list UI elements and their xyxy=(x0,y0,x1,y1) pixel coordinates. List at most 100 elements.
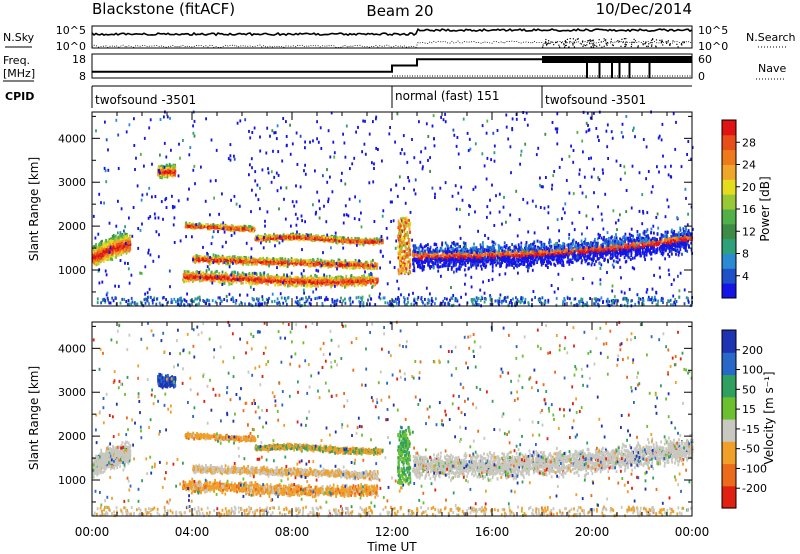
heatmap-cell xyxy=(174,171,176,175)
heatmap-cell xyxy=(349,240,352,244)
heatmap-cell xyxy=(237,276,240,280)
heatmap-cell xyxy=(158,165,160,169)
heatmap-cell xyxy=(221,276,224,280)
heatmap-cell xyxy=(120,240,122,244)
heatmap-cell xyxy=(308,280,311,283)
heatmap-cell xyxy=(263,262,266,265)
heatmap-cell xyxy=(294,284,296,288)
heatmap-cell xyxy=(256,280,259,284)
heatmap-cell xyxy=(104,250,106,254)
heatmap-cell xyxy=(270,277,272,280)
heatmap-cell xyxy=(116,240,119,244)
heatmap-cell xyxy=(311,263,313,267)
noise-search-point xyxy=(547,43,549,45)
noise-search-point xyxy=(637,46,639,48)
heatmap-cell xyxy=(223,279,226,283)
heatmap-cell xyxy=(212,225,215,229)
heatmap-cell xyxy=(292,279,294,283)
heatmap-cell xyxy=(328,274,331,278)
heatmap-cell xyxy=(310,276,313,280)
heatmap-cell xyxy=(104,241,107,245)
heatmap-cell xyxy=(511,243,513,246)
noise-search-point xyxy=(604,39,606,41)
noise-search-point xyxy=(667,40,669,42)
heatmap-cell xyxy=(293,278,296,282)
noise-right-tick-bottom: 10^0 xyxy=(698,40,728,53)
heatmap-cell xyxy=(296,276,298,280)
nave-label: Nave xyxy=(758,62,786,75)
heatmap-cell xyxy=(636,230,639,233)
heatmap-cell xyxy=(271,275,274,279)
heatmap-cell xyxy=(260,262,263,266)
date-title: 10/Dec/2014 xyxy=(596,0,692,18)
heatmap-cell xyxy=(327,265,330,269)
heatmap-cell xyxy=(306,279,309,283)
beam-title: Beam 20 xyxy=(366,2,433,20)
heatmap-cell xyxy=(224,271,227,275)
heatmap-cell xyxy=(120,236,123,240)
heatmap-cell xyxy=(192,271,195,275)
heatmap-cell xyxy=(196,277,199,281)
heatmap-cell xyxy=(104,243,107,247)
heatmap-cell xyxy=(289,275,291,279)
heatmap-cell xyxy=(369,281,372,285)
heatmap-cell xyxy=(344,282,347,286)
heatmap-cell xyxy=(127,249,129,253)
heatmap-cell xyxy=(114,237,117,241)
heatmap-cell xyxy=(240,226,242,230)
heatmap-cell xyxy=(354,241,357,245)
heatmap-cell xyxy=(240,275,243,279)
noise-right-label: N.Search xyxy=(746,31,796,44)
heatmap-cell xyxy=(251,258,253,262)
heatmap-cell xyxy=(198,277,201,281)
heatmap-cell xyxy=(342,240,345,244)
heatmap-cell xyxy=(105,258,107,262)
heatmap-cell xyxy=(359,239,362,243)
heatmap-cell xyxy=(97,247,100,251)
noise-search-point xyxy=(625,41,627,43)
heatmap-cell xyxy=(304,237,307,241)
heatmap-cell xyxy=(356,283,359,287)
noise-search-point xyxy=(605,42,607,45)
power-scatter xyxy=(92,110,694,308)
heatmap-cell xyxy=(337,281,340,285)
noise-search-point xyxy=(592,44,594,46)
heatmap-cell xyxy=(167,168,169,172)
heatmap-cell xyxy=(246,274,249,278)
heatmap-cell xyxy=(364,240,366,244)
heatmap-cell xyxy=(160,166,162,170)
heatmap-cell xyxy=(111,251,114,255)
heatmap-cell xyxy=(216,259,219,263)
heatmap-cell xyxy=(297,238,300,242)
heatmap-cell xyxy=(333,279,335,283)
heatmap-cell xyxy=(226,273,229,277)
heatmap-cell xyxy=(332,283,335,287)
heatmap-cell xyxy=(355,279,357,283)
heatmap-cell xyxy=(310,284,313,288)
heatmap-cell xyxy=(100,252,103,256)
heatmap-cell xyxy=(210,271,213,275)
noise-search-point xyxy=(587,40,589,42)
noise-search-point xyxy=(569,41,571,43)
noise-search-point xyxy=(545,41,547,43)
heatmap-cell xyxy=(172,169,175,172)
heatmap-cell xyxy=(172,163,175,167)
noise-search-point xyxy=(622,41,624,44)
heatmap-cell xyxy=(309,284,312,288)
noise-search-point xyxy=(589,39,591,41)
heatmap-cell xyxy=(350,283,353,287)
heatmap-cell xyxy=(316,275,318,279)
heatmap-cell xyxy=(241,227,244,231)
heatmap-cell xyxy=(110,247,113,251)
heatmap-cell xyxy=(313,281,315,284)
heatmap-cell xyxy=(360,282,362,286)
heatmap-cell xyxy=(462,241,465,245)
heatmap-cell xyxy=(348,277,350,281)
heatmap-cell xyxy=(191,280,194,284)
heatmap-cell xyxy=(99,260,102,264)
noise-search-point xyxy=(680,43,682,45)
heatmap-cell xyxy=(283,273,285,277)
heatmap-cell xyxy=(320,236,323,240)
heatmap-cell xyxy=(245,226,247,230)
